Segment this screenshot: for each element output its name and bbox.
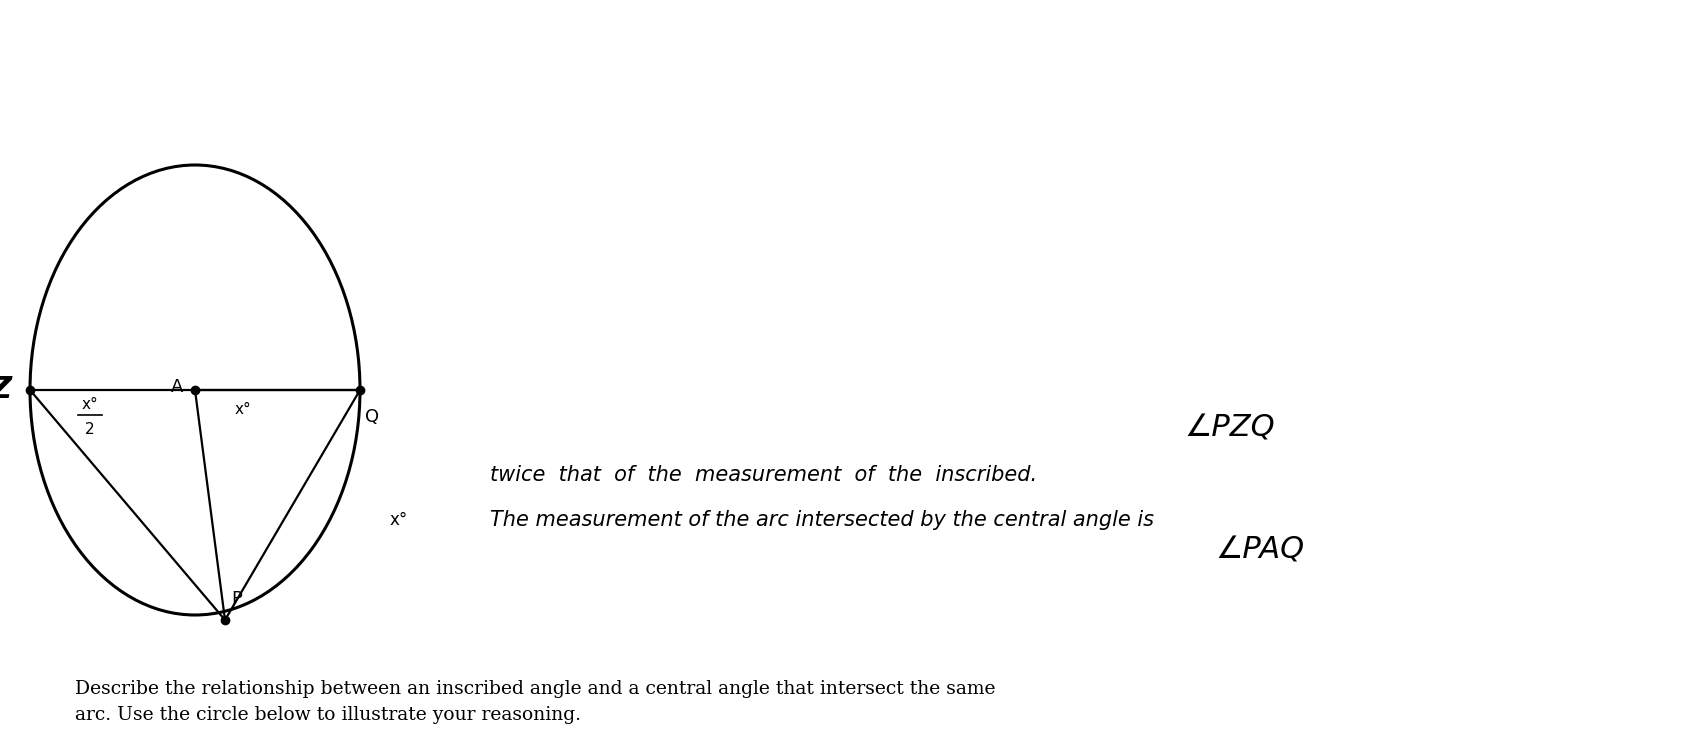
Text: twice  that  of  the  measurement  of  the  inscribed.: twice that of the measurement of the ins…: [490, 465, 1037, 485]
Text: x°: x°: [81, 397, 98, 412]
Text: 2: 2: [85, 422, 95, 437]
Text: ∠PZQ: ∠PZQ: [1185, 414, 1275, 443]
Text: Describe the relationship between an inscribed angle and a central angle that in: Describe the relationship between an ins…: [74, 680, 996, 724]
Text: x°: x°: [391, 511, 408, 529]
Text: Q: Q: [365, 408, 379, 426]
Text: The measurement of the arc intersected by the central angle is: The measurement of the arc intersected b…: [490, 510, 1153, 530]
Text: x°: x°: [235, 403, 252, 418]
Text: Z: Z: [0, 375, 12, 404]
Text: ∠PAQ: ∠PAQ: [1216, 536, 1304, 565]
Text: P: P: [232, 590, 242, 608]
Text: A: A: [171, 378, 183, 396]
